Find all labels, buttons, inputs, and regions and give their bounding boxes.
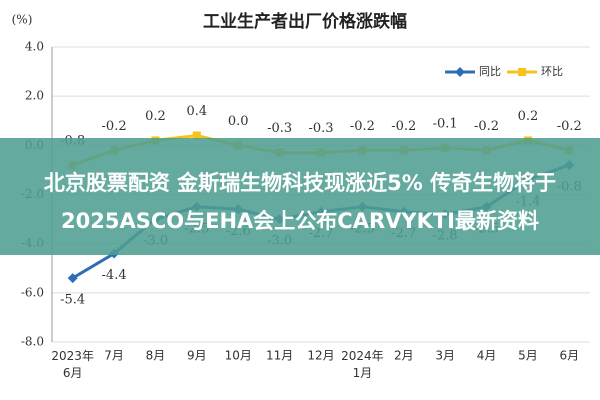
data-label: 0.2 bbox=[145, 109, 166, 124]
x-tick-label-line: 2023年 bbox=[51, 349, 94, 363]
x-tick-label-line: 1月 bbox=[353, 366, 373, 380]
legend-label: 环比 bbox=[541, 65, 563, 78]
point bbox=[518, 68, 526, 76]
point bbox=[192, 131, 201, 140]
point bbox=[67, 273, 78, 284]
x-tick-label: 11月 bbox=[266, 349, 293, 363]
x-tick-label-line: 6月 bbox=[63, 366, 83, 380]
y-tick-label: -8.0 bbox=[21, 335, 44, 349]
x-tick-label: 2024年 1月 bbox=[341, 349, 384, 380]
point bbox=[455, 67, 465, 77]
y-unit: (%) bbox=[12, 13, 33, 27]
x-tick-label: 2月 bbox=[394, 349, 414, 363]
data-label: 0.4 bbox=[187, 104, 208, 119]
x-tick-label: 7月 bbox=[104, 349, 124, 363]
data-label: -4.4 bbox=[102, 268, 127, 283]
legend-label: 同比 bbox=[479, 65, 501, 78]
data-label: -0.1 bbox=[433, 116, 458, 131]
y-tick-label: 2.0 bbox=[25, 89, 44, 103]
chart-title: 工业生产者出厂价格涨跌幅 bbox=[203, 11, 407, 32]
y-tick-label: 4.0 bbox=[25, 40, 44, 54]
data-label: -0.2 bbox=[391, 119, 416, 134]
banner-text: 北京股票配资 金斯瑞生物科技现涨近5% 传奇生物将于2025ASCO与EHA会上… bbox=[43, 171, 557, 233]
x-tick-label: 9月 bbox=[187, 349, 207, 363]
x-tick-label: 8月 bbox=[146, 349, 166, 363]
data-label: -0.2 bbox=[557, 119, 582, 134]
x-tick-label: 3月 bbox=[435, 349, 455, 363]
data-label: 0.2 bbox=[518, 109, 539, 124]
x-tick-label: 12月 bbox=[307, 349, 334, 363]
banner: 北京股票配资 金斯瑞生物科技现涨近5% 传奇生物将于2025ASCO与EHA会上… bbox=[0, 138, 600, 255]
data-label: -0.3 bbox=[267, 121, 292, 136]
data-label: -0.2 bbox=[474, 119, 499, 134]
data-label: -0.2 bbox=[102, 119, 127, 134]
data-label: -5.4 bbox=[60, 293, 85, 308]
x-tick-label: 6月 bbox=[559, 349, 579, 363]
x-tick-label: 5月 bbox=[518, 349, 538, 363]
x-tick-label: 4月 bbox=[477, 349, 497, 363]
x-tick-label: 10月 bbox=[225, 349, 252, 363]
x-tick-label-line: 2024年 bbox=[341, 349, 384, 363]
data-label: -0.3 bbox=[308, 121, 333, 136]
data-label: 0.0 bbox=[228, 114, 249, 129]
y-tick-label: -6.0 bbox=[21, 285, 44, 299]
data-label: -0.2 bbox=[350, 119, 375, 134]
x-tick-label: 2023年 6月 bbox=[51, 349, 94, 380]
